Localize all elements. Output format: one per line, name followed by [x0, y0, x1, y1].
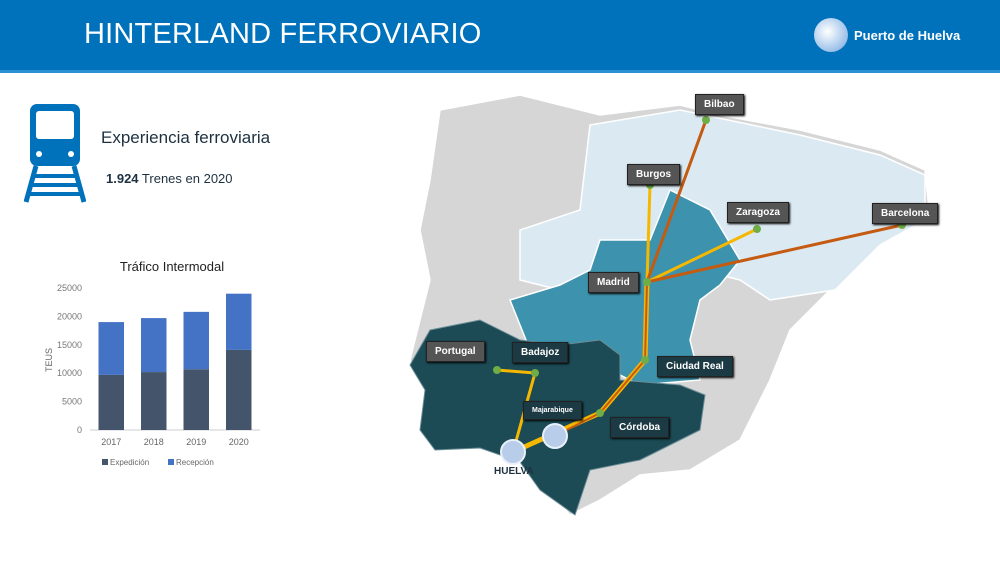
label-badajoz: Badajoz: [512, 342, 569, 363]
y-tick-label: 0: [77, 425, 82, 435]
y-axis-label: TEUS: [44, 348, 54, 372]
logo-icon: [814, 18, 848, 52]
x-tick-label: 2017: [101, 437, 121, 447]
station-node: [531, 369, 539, 377]
experience-title: Experiencia ferroviaria: [101, 128, 271, 147]
trains-stat: 1.924 Trenes en 2020: [106, 171, 233, 186]
spain-map: [409, 94, 931, 516]
label-bilbao: Bilbao: [695, 94, 744, 115]
rail-routes: [493, 116, 906, 465]
bar-Expedición-2020: [226, 349, 252, 430]
bar-Expedición-2018: [141, 372, 167, 430]
y-tick-label: 15000: [57, 340, 82, 350]
y-tick-label: 20000: [57, 311, 82, 321]
bar-Recepción-2018: [141, 318, 167, 373]
rail-route-2: [645, 184, 652, 283]
rail-route-6: [554, 281, 648, 437]
chart-title: Tráfico Intermodal: [120, 259, 224, 274]
header-bar: HINTERLAND FERROVIARIO Puerto de Huelva: [0, 0, 1000, 73]
y-tick-label: 10000: [57, 368, 82, 378]
label-huelva: HUELVA: [494, 466, 534, 477]
label-majarabique: Majarabique: [523, 401, 582, 420]
legend-entry: Recepción: [176, 458, 214, 467]
page-title: HINTERLAND FERROVIARIO: [84, 18, 482, 50]
label-zaragoza: Zaragoza: [727, 202, 789, 223]
label-madrid: Madrid: [588, 272, 639, 293]
bar-Recepción-2020: [226, 293, 252, 350]
bar-Expedición-2017: [98, 374, 124, 430]
label-cordoba: Córdoba: [610, 417, 670, 438]
station-node: [641, 356, 649, 364]
port-terminal-icon: [542, 423, 568, 449]
legend-swatch: [168, 459, 174, 465]
station-node: [753, 225, 761, 233]
legend-swatch: [102, 459, 108, 465]
x-tick-label: 2018: [144, 437, 164, 447]
trains-label: Trenes en 2020: [138, 171, 233, 186]
intermodal-chart: Tráfico Intermodal TEUS 0 5000 10000 15000 200…: [44, 259, 260, 467]
trains-value: 1.924: [106, 171, 139, 186]
label-portugal: Portugal: [426, 341, 485, 362]
bar-Recepción-2017: [98, 322, 124, 375]
label-burgos: Burgos: [627, 164, 680, 185]
y-tick-label: 25000: [57, 283, 82, 293]
rail-route-5: [496, 368, 536, 375]
station-node: [596, 409, 604, 417]
bar-Expedición-2019: [183, 369, 209, 430]
rail-route-7: [645, 119, 708, 283]
y-tick-label: 5000: [62, 397, 82, 407]
station-node: [493, 366, 501, 374]
legend-entry: Expedición: [110, 458, 149, 467]
bar-Recepción-2019: [183, 311, 209, 370]
rail-route-3: [646, 227, 758, 284]
x-tick-label: 2020: [229, 437, 249, 447]
x-tick-label: 2019: [186, 437, 206, 447]
rail-route-8: [646, 223, 903, 284]
train-icon: [24, 104, 86, 203]
station-node: [702, 116, 710, 124]
label-barcelona: Barcelona: [872, 203, 939, 224]
puerto-huelva-logo: Puerto de Huelva: [814, 18, 960, 52]
label-ciudad_real: Ciudad Real: [657, 356, 733, 377]
port-terminal-icon: [500, 439, 526, 465]
logo-text: Puerto de Huelva: [854, 27, 961, 43]
station-node: [643, 278, 651, 286]
